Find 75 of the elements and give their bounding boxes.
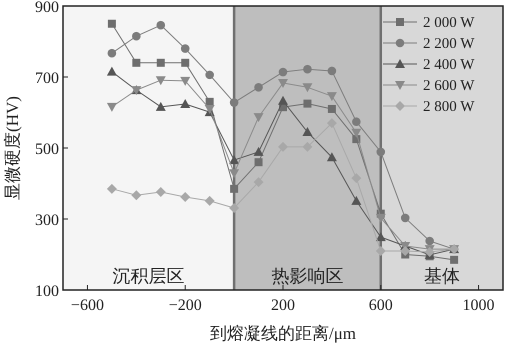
point [376, 232, 386, 242]
point [205, 70, 214, 80]
x-tick-label: −200 [168, 297, 202, 314]
point [254, 82, 263, 92]
legend-label: 2 200 W [423, 36, 476, 52]
point [180, 98, 190, 108]
legend-label: 2 600 W [423, 78, 476, 94]
point [106, 102, 117, 112]
point [376, 148, 386, 156]
point [108, 48, 116, 58]
point [230, 98, 238, 107]
x-tick-label: −600 [70, 297, 104, 314]
point [106, 184, 117, 194]
y-tick-label: 700 [35, 70, 59, 87]
point [326, 92, 337, 102]
y-tick-label: 900 [35, 0, 59, 16]
y-axis-title: 显微硬度(HV) [3, 96, 22, 200]
x-axis-title: 到熔凝线的距离/μm [210, 324, 356, 343]
point [156, 20, 166, 30]
point [278, 79, 288, 88]
point [303, 100, 312, 108]
point [106, 66, 117, 76]
point [180, 192, 190, 202]
point [229, 155, 240, 164]
point [204, 104, 215, 114]
y-tick-label: 300 [35, 212, 59, 229]
x-tick-label: 1000 [462, 297, 495, 314]
point [181, 58, 190, 67]
point [278, 68, 288, 76]
point [132, 32, 141, 40]
point [230, 184, 238, 193]
point [326, 152, 337, 162]
legend-label: 2 800 W [423, 99, 476, 115]
point [352, 117, 361, 126]
point [326, 118, 337, 128]
point [424, 247, 435, 258]
legend-label: 2 000 W [423, 15, 476, 31]
point [450, 256, 458, 264]
point [204, 196, 215, 206]
band-label: 沉积层区 [112, 266, 185, 286]
point [376, 214, 386, 223]
point [180, 76, 190, 86]
point [156, 102, 166, 111]
point [303, 64, 312, 74]
point [156, 76, 166, 86]
point [351, 196, 362, 205]
band-label: 热影响区 [271, 266, 344, 286]
point [180, 44, 190, 53]
point [131, 190, 142, 200]
point [351, 128, 362, 138]
y-tick-label: 500 [35, 141, 59, 158]
point [328, 104, 336, 113]
point [400, 246, 410, 256]
point [278, 96, 288, 105]
point [400, 214, 410, 222]
point [254, 158, 263, 166]
band-label: 基体 [424, 266, 460, 286]
point [302, 83, 312, 92]
point [132, 58, 140, 67]
point [229, 169, 240, 178]
point [328, 66, 336, 76]
legend-label: 2 400 W [423, 57, 476, 73]
point [108, 20, 116, 28]
point [425, 236, 434, 246]
point [254, 146, 264, 156]
x-tick-label: 200 [271, 297, 295, 314]
y-tick-label: 100 [35, 283, 59, 300]
point [156, 58, 165, 67]
x-tick-label: 600 [368, 297, 393, 314]
point [302, 127, 312, 136]
point [254, 113, 264, 122]
point [302, 142, 312, 152]
point [376, 246, 386, 256]
point [156, 187, 166, 198]
point [229, 202, 240, 213]
